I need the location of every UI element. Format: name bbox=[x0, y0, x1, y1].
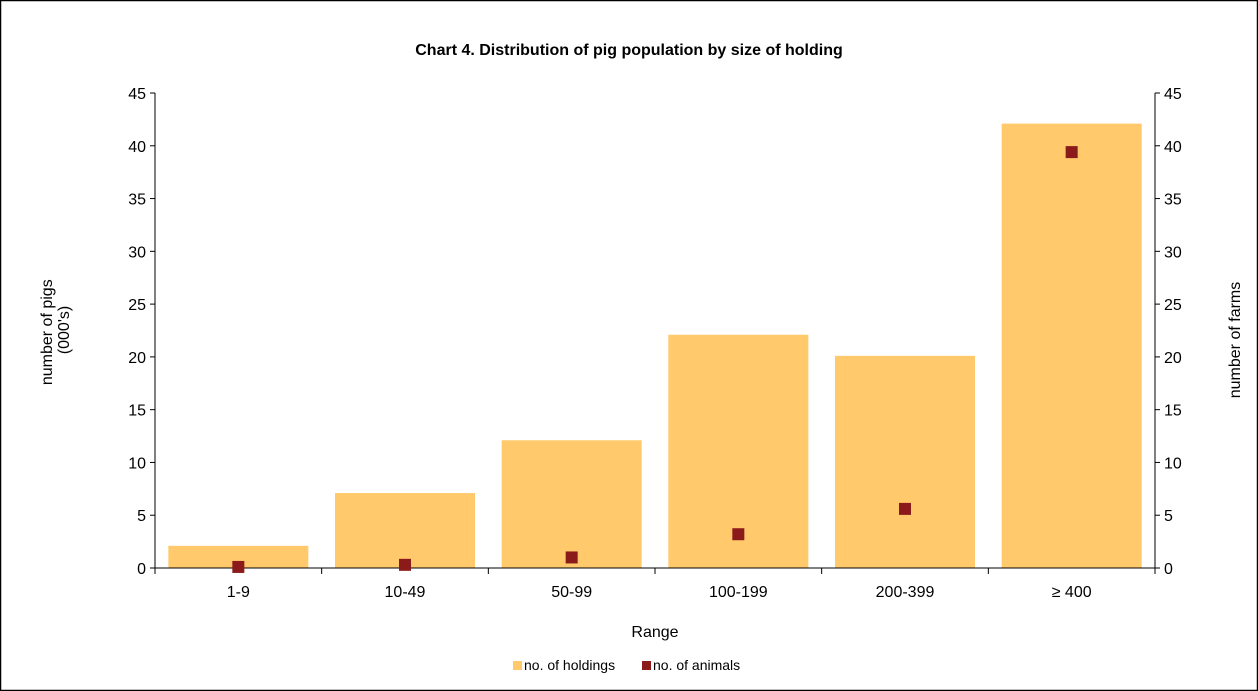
y-tick-label-left: 5 bbox=[137, 508, 146, 525]
bar-19 bbox=[168, 545, 309, 568]
y-tick-label-right: 30 bbox=[1164, 244, 1182, 261]
y-tick-label-left: 10 bbox=[128, 455, 146, 472]
y-tick-label-left: 20 bbox=[128, 350, 146, 367]
chart-title: Chart 4. Distribution of pig population … bbox=[415, 42, 843, 59]
bar-200399 bbox=[835, 355, 975, 568]
marker-1049 bbox=[399, 558, 411, 571]
marker-19 bbox=[232, 560, 245, 573]
y-tick-label-left: 40 bbox=[128, 139, 146, 156]
axes-layer: 0 0 5 5 10 10 15 15 20 20 25 25 30 30 35 35 40 40 45 45 1-9 1… bbox=[128, 86, 1182, 601]
y-tick-label-right: 0 bbox=[1164, 561, 1173, 578]
legend-label-animals: no. of animals bbox=[653, 657, 740, 673]
y-tick-label-right: 10 bbox=[1164, 455, 1182, 472]
x-axis-label: Range bbox=[631, 624, 678, 641]
y-tick-label-left: 25 bbox=[128, 297, 146, 314]
bar-5099 bbox=[501, 440, 642, 568]
x-tick-label: 1-9 bbox=[227, 584, 250, 601]
y-tick-label-left: 15 bbox=[128, 403, 146, 420]
legend-swatch-animals bbox=[642, 661, 651, 670]
y-axis-label-left: number of pigs (000's) bbox=[39, 275, 73, 385]
y-axis-label-right: number of farms bbox=[1227, 282, 1244, 398]
y-tick-label-right: 25 bbox=[1164, 297, 1182, 314]
legend-swatch-holdings bbox=[513, 661, 522, 670]
y-tick-label-right: 35 bbox=[1164, 192, 1182, 209]
x-tick-label: ≥ 400 bbox=[1052, 584, 1092, 601]
bar-1049 bbox=[335, 493, 475, 568]
x-tick-label: 100-199 bbox=[709, 584, 768, 601]
y-tick-label-left: 0 bbox=[137, 561, 146, 578]
x-tick-label: 200-399 bbox=[876, 584, 935, 601]
marker-100199 bbox=[732, 528, 745, 541]
y-axis-label-left-line-1: number of pigs bbox=[39, 279, 56, 385]
x-tick-label: 10-49 bbox=[385, 584, 426, 601]
y-tick-label-right: 5 bbox=[1164, 508, 1173, 525]
y-tick-label-right: 45 bbox=[1164, 86, 1182, 103]
x-tick-label: 50-99 bbox=[551, 584, 592, 601]
y-tick-label-right: 20 bbox=[1164, 350, 1182, 367]
y-tick-label-left: 45 bbox=[128, 86, 146, 103]
marker-400 bbox=[1065, 146, 1078, 159]
y-tick-label-right: 40 bbox=[1164, 139, 1182, 156]
bar-400 bbox=[1001, 123, 1142, 568]
marker-5099 bbox=[565, 551, 578, 564]
marker-200399 bbox=[899, 502, 911, 515]
y-tick-label-right: 15 bbox=[1164, 403, 1182, 420]
y-axis-label-left-line-2: (000's) bbox=[56, 306, 73, 354]
markers-layer bbox=[232, 146, 1078, 573]
legend: no. of holdings no. of animals bbox=[513, 657, 740, 673]
y-tick-label-left: 30 bbox=[128, 244, 146, 261]
y-tick-label-left: 35 bbox=[128, 192, 146, 209]
legend-label-holdings: no. of holdings bbox=[524, 657, 615, 673]
